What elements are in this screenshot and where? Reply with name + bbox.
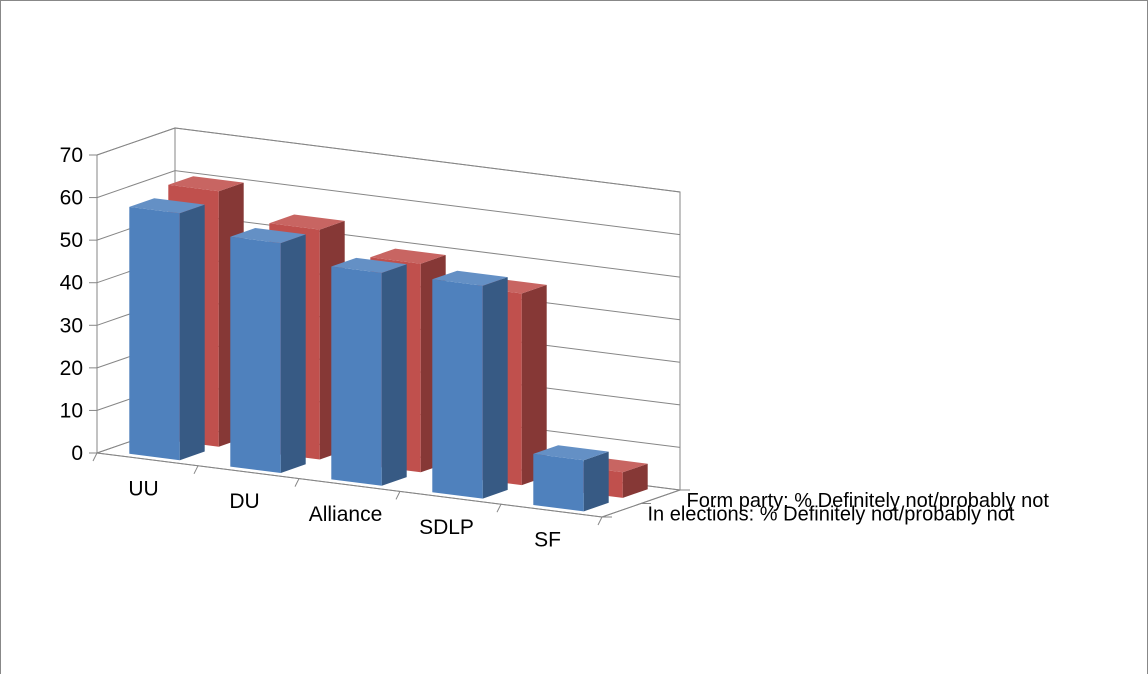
bar-in-elections-alliance	[331, 257, 407, 486]
category-label-alliance: Alliance	[309, 503, 383, 526]
bar-side-face	[179, 204, 205, 461]
category-label-sf: SF	[534, 529, 561, 552]
bar-front-face	[230, 236, 281, 473]
bar-in-elections-uu	[129, 198, 205, 461]
bar-top-face	[533, 445, 609, 461]
bar-in-elections-du	[230, 228, 306, 473]
bar-in-elections-sdlp	[432, 270, 508, 499]
category-label-sdlp: SDLP	[419, 516, 474, 539]
axes	[89, 154, 690, 526]
bar-front-face	[129, 206, 180, 461]
bar-top-face	[331, 257, 407, 273]
bar-side-face	[622, 463, 648, 498]
bar-top-face	[432, 270, 508, 286]
y-tick-label-70: 70	[60, 144, 83, 167]
x-tick	[597, 516, 603, 526]
bar-front-face	[432, 279, 483, 499]
bar-top-face	[129, 198, 205, 214]
series-label-1: Form party: % Definitely not/probably no…	[687, 490, 1050, 512]
labels: 0 10 20 30 40 50 60 70 UU DU Alliance SDLP SF In elec…	[60, 144, 1050, 552]
bar-top-face	[230, 228, 306, 244]
bar-top-face	[269, 214, 345, 230]
x-axis	[96, 452, 603, 518]
y-tick-label-0: 0	[71, 442, 83, 465]
y-tick-label-30: 30	[60, 314, 83, 337]
bar-side-face	[280, 234, 306, 473]
bar-top-face	[168, 176, 244, 192]
x-tick	[395, 491, 401, 500]
bar-side-face	[521, 284, 547, 486]
y-tick-label-60: 60	[60, 187, 83, 210]
y-tick-label-50: 50	[60, 229, 83, 252]
gridline-70	[96, 127, 681, 193]
category-label-du: DU	[229, 490, 259, 513]
category-label-uu: UU	[128, 477, 158, 500]
bars	[129, 176, 648, 512]
bar-front-face	[533, 453, 584, 512]
gridline-60	[96, 170, 681, 236]
y-tick-label-40: 40	[60, 272, 83, 295]
x-tick	[294, 478, 300, 487]
y-tick-label-10: 10	[60, 399, 83, 422]
y-tick-label-20: 20	[60, 357, 83, 380]
bar-side-face	[381, 264, 407, 486]
bar-side-face	[583, 451, 609, 512]
x-tick	[193, 465, 199, 475]
x-tick	[496, 503, 502, 513]
bar-top-face	[370, 248, 446, 264]
series-label-0: In elections: % Definitely not/probably …	[648, 503, 1015, 525]
bar-in-elections-sf	[533, 445, 609, 512]
x-tick	[92, 452, 98, 462]
bar-front-face	[331, 266, 382, 486]
bar-side-face	[482, 277, 508, 499]
